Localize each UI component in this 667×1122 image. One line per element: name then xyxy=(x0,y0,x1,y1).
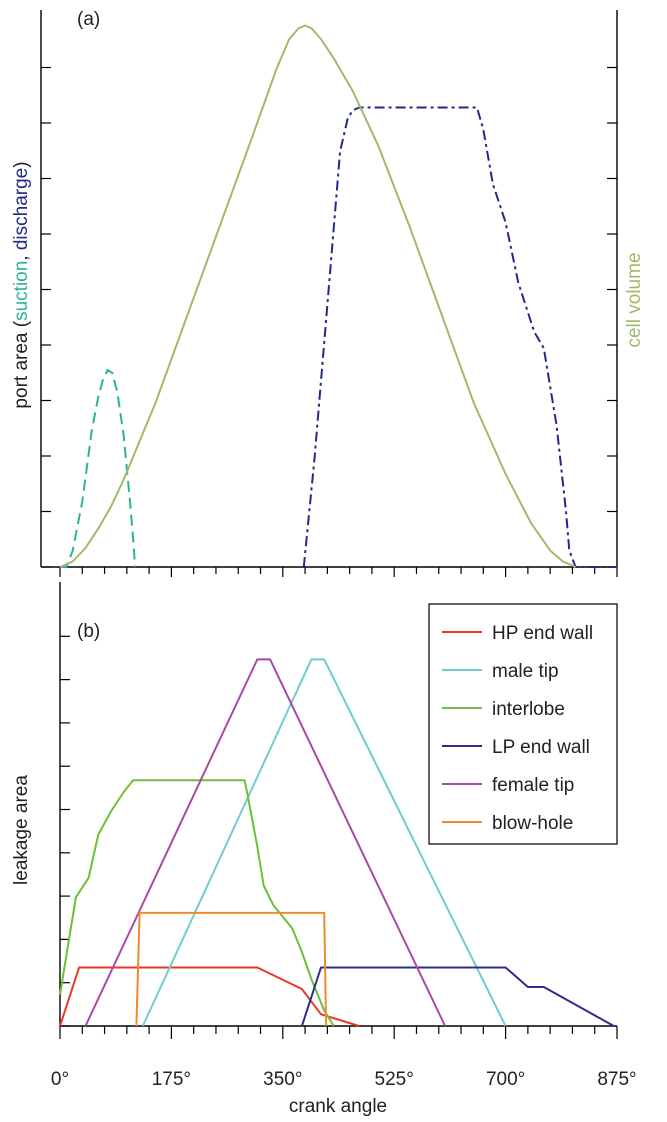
panel-b-xlabel: crank angle xyxy=(289,1096,387,1117)
legend-label: interlobe xyxy=(492,699,565,720)
series-cell-volume-line xyxy=(59,24,576,568)
ylabel-prefix: port area ( xyxy=(11,320,32,408)
legend-box xyxy=(428,603,618,845)
series-discharge-line xyxy=(302,106,617,568)
series-LP-end-wall-line xyxy=(300,966,615,1027)
panel-a-label: (a) xyxy=(77,9,100,30)
series-interlobe-line xyxy=(59,779,335,1027)
x-tick-label: 525° xyxy=(375,1069,414,1090)
panel-a-ticks xyxy=(41,66,618,577)
series-blow-hole-line xyxy=(135,911,328,1027)
x-tick-label: 700° xyxy=(486,1069,525,1090)
panel-a-ylabel-left: port area (suction, discharge) xyxy=(11,161,32,408)
panel-b-ticklabels: 0° 175° 350° 525° 700° 875° xyxy=(51,1069,637,1090)
panel-b-label: (b) xyxy=(77,621,100,642)
x-tick-label: 0° xyxy=(51,1069,69,1090)
panel-b-ticks xyxy=(59,635,618,1039)
legend-label: LP end wall xyxy=(492,737,590,758)
x-tick-label: 875° xyxy=(597,1069,636,1090)
ylabel-suction: suction xyxy=(11,261,32,321)
panel-b-series xyxy=(59,658,615,1027)
x-tick-label: 175° xyxy=(152,1069,191,1090)
legend-label: HP end wall xyxy=(492,623,593,644)
panel-a-frame xyxy=(40,10,618,577)
legend-label: female tip xyxy=(492,775,574,796)
series-male-tip-line xyxy=(141,658,507,1027)
series-HP-end-wall-line xyxy=(59,966,360,1027)
panel-a-ylabel-right: cell volume xyxy=(624,252,645,347)
legend-label: male tip xyxy=(492,661,559,682)
ylabel-sep: , xyxy=(11,250,32,261)
panel-b-frame: 0° 175° 350° 525° 700° 875° xyxy=(51,582,637,1090)
ylabel-discharge: discharge xyxy=(11,168,32,250)
panel-a-series xyxy=(59,24,617,568)
x-tick-label: 350° xyxy=(263,1069,302,1090)
legend: HP end wall male tip interlobe LP end wall f… xyxy=(428,603,618,845)
series-suction-line xyxy=(60,369,137,568)
ylabel-suffix: ) xyxy=(11,161,32,167)
legend-label: blow-hole xyxy=(492,813,573,834)
panel-b-ylabel: leakage area xyxy=(11,775,32,885)
series-female-tip-line xyxy=(84,658,447,1027)
